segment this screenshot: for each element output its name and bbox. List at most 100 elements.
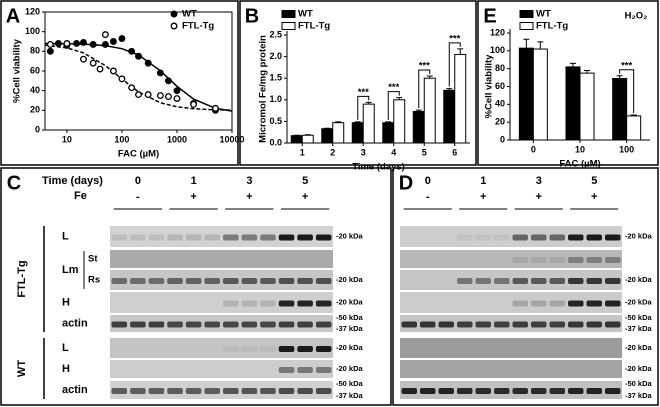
blot-band xyxy=(512,257,528,263)
x-axis-title: Time (days) xyxy=(352,162,405,173)
x-tick-label: 1 xyxy=(300,147,305,157)
blot-band xyxy=(241,300,258,307)
blot-band xyxy=(549,321,565,328)
blot-time: 1 xyxy=(480,175,486,187)
blot-band xyxy=(531,321,547,328)
bar xyxy=(332,122,345,144)
blot-row-label: L xyxy=(62,230,69,242)
kda-marker: -20 kDa xyxy=(336,275,364,284)
blot-band xyxy=(130,321,146,328)
blot-band xyxy=(278,388,295,394)
x-tick-label: 100 xyxy=(619,144,634,154)
blot-band xyxy=(167,388,183,394)
error-bar xyxy=(630,114,637,116)
panel-letter: E xyxy=(483,5,496,27)
blot-band xyxy=(260,234,276,241)
x-tick-label: 0 xyxy=(531,144,536,154)
bar xyxy=(321,128,334,144)
data-point xyxy=(89,59,97,67)
blot-band xyxy=(475,388,491,394)
blot-band xyxy=(475,234,491,241)
blot-band xyxy=(297,388,313,394)
data-point xyxy=(63,40,71,47)
y-tick-label: 80 xyxy=(495,63,505,73)
panel-frame xyxy=(0,0,239,166)
error-bar xyxy=(457,48,464,55)
blot-band xyxy=(278,300,295,307)
blot-band xyxy=(223,346,239,352)
bar xyxy=(290,135,303,144)
blot-band xyxy=(605,234,621,241)
data-point xyxy=(109,67,117,75)
blot-band xyxy=(204,321,220,328)
data-point xyxy=(109,38,117,45)
panel-letter: D xyxy=(399,172,413,194)
blot-band xyxy=(420,388,436,394)
blot-band xyxy=(111,278,128,284)
bar xyxy=(518,47,534,141)
bar xyxy=(532,48,548,141)
blot-band xyxy=(278,321,295,328)
blot-row-label: H xyxy=(62,296,70,308)
significance-label: *** xyxy=(358,87,369,98)
x-tick-label: 3 xyxy=(361,147,366,157)
blot-band xyxy=(438,388,454,394)
blot-band xyxy=(401,321,417,328)
bar xyxy=(443,89,456,144)
y-tick-label: 0 xyxy=(500,134,505,144)
blot-time: 5 xyxy=(302,175,308,187)
blot-band xyxy=(315,234,332,241)
blot-strip xyxy=(110,226,333,247)
blot-row-sublabel: Rs xyxy=(88,275,100,286)
blot-band xyxy=(457,278,473,284)
blot-band xyxy=(278,234,295,241)
blot-time: 0 xyxy=(425,175,431,187)
y-tick-label: 120 xyxy=(25,6,40,16)
data-point xyxy=(96,65,104,73)
blot-row-label: Lm xyxy=(62,264,79,276)
blot-strip xyxy=(400,338,622,358)
y-tick-label: 100 xyxy=(490,45,505,55)
blot-band xyxy=(111,388,128,394)
x-tick-label: 5 xyxy=(422,147,427,157)
data-point xyxy=(156,69,164,77)
significance-label: *** xyxy=(388,82,399,93)
blot-band xyxy=(130,234,146,241)
bar xyxy=(301,134,314,144)
blot-time: 5 xyxy=(591,175,597,187)
blot-band xyxy=(260,346,276,352)
blot-fe: + xyxy=(591,191,597,203)
blot-band xyxy=(241,388,258,394)
kda-marker: -20 kDa xyxy=(625,275,653,284)
blot-band xyxy=(185,388,202,394)
blot-band xyxy=(223,388,239,394)
blot-band xyxy=(297,278,313,284)
legend-label: FTL-Tg xyxy=(182,21,214,32)
blot-band xyxy=(241,321,258,328)
blot-band xyxy=(278,278,295,284)
error-bar xyxy=(570,62,576,67)
error-bar xyxy=(354,121,361,123)
data-point xyxy=(73,40,81,47)
blot-row-label: actin xyxy=(62,317,88,329)
x-axis-title: FAC (µM) xyxy=(118,149,159,160)
blot-band xyxy=(531,388,547,394)
bar xyxy=(579,72,595,141)
blot-band xyxy=(148,278,165,284)
blot-band xyxy=(568,234,584,241)
blot-row-sublabel: St xyxy=(88,254,98,265)
data-point xyxy=(80,55,87,63)
blot-band xyxy=(568,321,584,328)
blot-band xyxy=(494,321,510,328)
blot-band xyxy=(148,234,165,241)
blot-band xyxy=(475,278,491,284)
error-bar xyxy=(446,88,453,91)
kda-marker: -37 kDa xyxy=(625,391,653,400)
blot-band xyxy=(457,321,473,328)
y-axis-title: Micromol Fe/mg protein xyxy=(258,35,269,143)
kda-marker: -50 kDa xyxy=(336,379,364,388)
blot-strip xyxy=(110,315,333,332)
blot-band xyxy=(204,388,220,394)
error-bar xyxy=(523,38,530,49)
